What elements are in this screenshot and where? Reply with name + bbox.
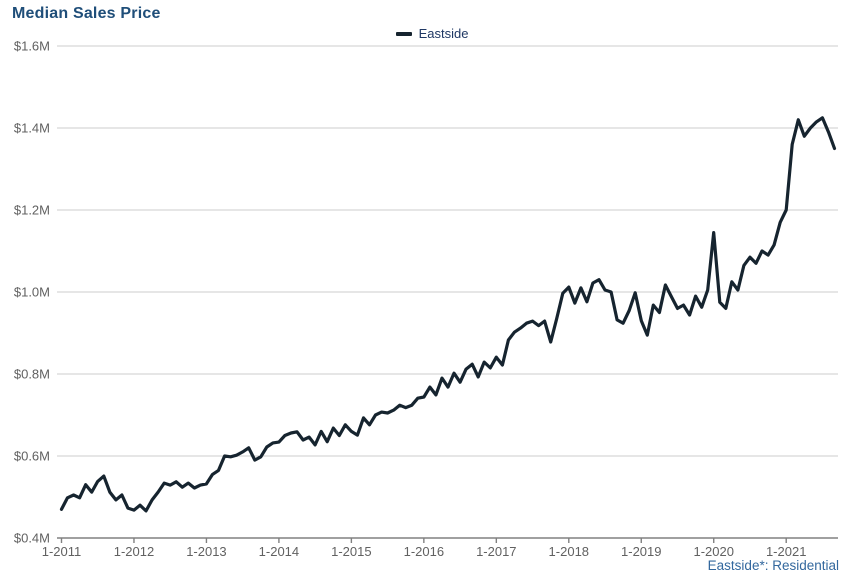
y-axis-label: $1.4M [14, 121, 50, 136]
y-axis-label: $1.2M [14, 203, 50, 218]
y-axis-label: $1.0M [14, 285, 50, 300]
chart-title: Median Sales Price [12, 5, 161, 22]
legend-line-swatch-icon [395, 31, 412, 36]
x-axis-label: 1-2019 [621, 544, 661, 559]
x-axis-label: 1-2014 [259, 544, 299, 559]
x-axis-label: 1-2013 [186, 544, 226, 559]
y-axis-label: $0.8M [14, 367, 50, 382]
x-axis-label: 1-2011 [42, 544, 82, 559]
x-axis-label: 1-2012 [114, 544, 154, 559]
footnote-eastside-residential: Eastside*: Residential [707, 558, 839, 573]
x-axis-label: 1-2017 [476, 544, 516, 559]
x-axis-label: 1-2020 [693, 544, 733, 559]
y-axis-label: $0.6M [14, 449, 50, 464]
eastside-series-line [59, 116, 837, 513]
x-axis-label: 1-2015 [331, 544, 371, 559]
x-axis-label: 1-2016 [404, 544, 444, 559]
x-axis-label: 1-2021 [766, 544, 806, 559]
y-axis-label: $0.4M [14, 531, 50, 546]
x-axis-label: 1-2018 [549, 544, 589, 559]
chart-legend: Eastside [0, 26, 864, 41]
y-axis-label: $1.6M [14, 39, 50, 54]
legend-label-eastside: Eastside [418, 26, 469, 41]
